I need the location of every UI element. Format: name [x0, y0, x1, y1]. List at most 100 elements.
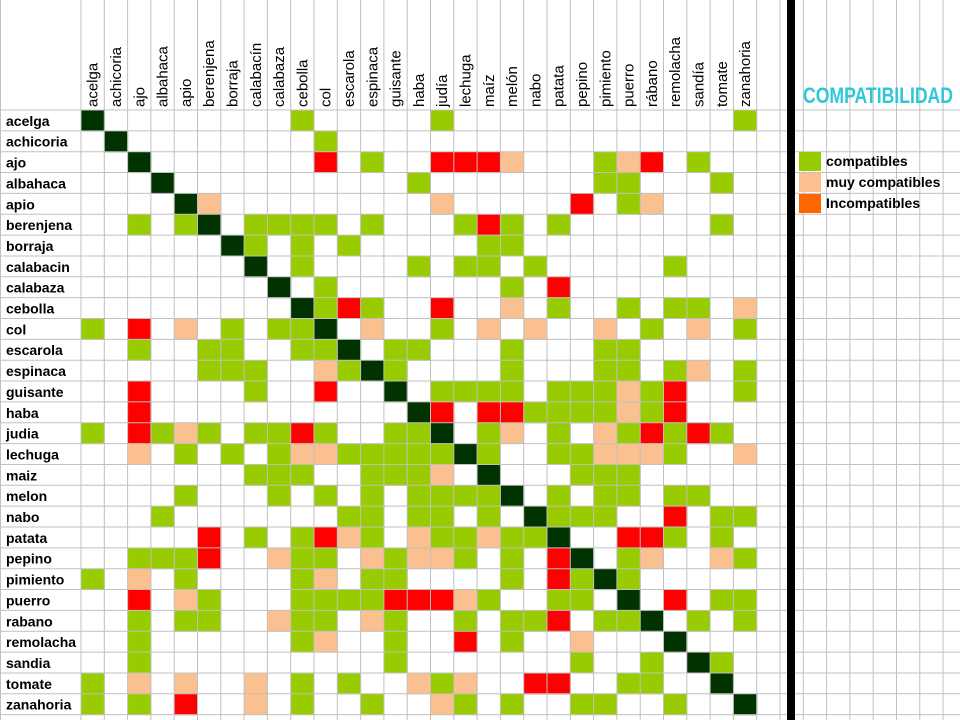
heatmap-cell: [383, 652, 408, 674]
row-label: nabo: [6, 509, 39, 525]
heatmap-cell: [81, 110, 105, 132]
row-label: berenjena: [6, 217, 72, 233]
heatmap-cell: [570, 401, 595, 424]
heatmap-cell: [337, 443, 362, 465]
heatmap-cell: [174, 568, 198, 591]
legend-label: Incompatibles: [826, 195, 920, 211]
heatmap-cell: [570, 193, 595, 215]
heatmap-cell: [314, 568, 338, 591]
heatmap-cell: [547, 610, 571, 632]
heatmap-cell: [663, 485, 688, 507]
heatmap-cell: [197, 422, 222, 445]
heatmap-cell: [174, 318, 198, 340]
row-label: col: [6, 321, 26, 337]
heatmap-cell: [360, 527, 385, 549]
heatmap-cell: [640, 193, 664, 215]
heatmap-cell: [547, 589, 571, 611]
heatmap-cell: [360, 485, 385, 507]
row-label: patata: [6, 530, 47, 546]
heatmap-cell: [500, 610, 525, 632]
heatmap-cell: [663, 527, 688, 549]
column-label: ajo: [131, 87, 148, 107]
row-label: haba: [6, 405, 39, 421]
heatmap-cell: [500, 339, 525, 361]
heatmap-cell: [616, 360, 641, 382]
heatmap-cell: [710, 589, 734, 611]
heatmap-cell: [640, 422, 664, 445]
heatmap-cell: [314, 547, 338, 570]
heatmap-cell: [570, 589, 595, 611]
heatmap-cell: [127, 610, 152, 632]
column-label: acelga: [85, 62, 102, 107]
heatmap-cell: [547, 485, 571, 507]
heatmap-cell: [640, 610, 664, 632]
heatmap-cell: [267, 464, 292, 486]
heatmap-cell: [290, 297, 315, 319]
heatmap-cell: [477, 485, 501, 507]
heatmap-cell: [383, 339, 408, 361]
heatmap-cell: [81, 672, 105, 695]
heatmap-cell: [407, 339, 431, 361]
legend-swatch: [799, 194, 821, 213]
heatmap-cell: [290, 693, 315, 716]
heatmap-cell: [500, 401, 525, 424]
heatmap-cell: [500, 381, 525, 403]
heatmap-cell: [616, 672, 641, 695]
heatmap-cell: [477, 151, 501, 174]
heatmap-cell: [640, 547, 664, 570]
heatmap-cell: [593, 360, 618, 382]
heatmap-cell: [360, 547, 385, 570]
heatmap-cell: [174, 589, 198, 611]
heatmap-cell: [453, 214, 478, 236]
heatmap-cell: [640, 652, 664, 674]
heatmap-cell: [127, 547, 152, 570]
heatmap-cell: [430, 110, 455, 132]
heatmap-cell: [616, 193, 641, 215]
column-label: pimiento: [597, 50, 614, 107]
heatmap-cell: [453, 631, 478, 653]
heatmap-cell: [570, 568, 595, 591]
heatmap-cell: [290, 527, 315, 549]
heatmap-cell: [616, 443, 641, 465]
heatmap-cell: [314, 589, 338, 611]
heatmap-cell: [150, 506, 175, 528]
heatmap-cell: [290, 422, 315, 445]
column-label: berenjena: [201, 40, 218, 107]
heatmap-cell: [290, 443, 315, 465]
column-label: patata: [551, 65, 568, 107]
heatmap-cell: [174, 610, 198, 632]
heatmap-cell: [453, 255, 478, 278]
heatmap-cell: [244, 464, 268, 486]
heatmap-cell: [430, 693, 455, 716]
heatmap-cell: [197, 527, 222, 549]
heatmap-cell: [710, 652, 734, 674]
heatmap-cell: [593, 318, 618, 340]
heatmap-cell: [686, 297, 711, 319]
heatmap-cell: [570, 381, 595, 403]
heatmap-cell: [686, 318, 711, 340]
column-label: remolacha: [667, 36, 684, 107]
heatmap-cell: [314, 381, 338, 403]
heatmap-cell: [220, 235, 245, 257]
heatmap-cell: [407, 589, 431, 611]
heatmap-cell: [383, 422, 408, 445]
heatmap-cell: [733, 443, 758, 465]
heatmap-cell: [430, 151, 455, 174]
heatmap-cell: [616, 172, 641, 194]
heatmap-cell: [407, 506, 431, 528]
heatmap-cell: [244, 693, 268, 716]
heatmap-cell: [337, 339, 362, 361]
heatmap-cell: [337, 672, 362, 695]
column-label: sandía: [690, 61, 707, 107]
heatmap-cell: [616, 401, 641, 424]
heatmap-cell: [337, 235, 362, 257]
column-label: espinaca: [364, 46, 381, 107]
heatmap-cell: [663, 401, 688, 424]
heatmap-cell: [500, 631, 525, 653]
heatmap-cell: [430, 443, 455, 465]
heatmap-cell: [314, 631, 338, 653]
heatmap-cell: [570, 631, 595, 653]
heatmap-cell: [616, 339, 641, 361]
row-label: rabano: [6, 613, 53, 629]
heatmap-cell: [686, 610, 711, 632]
